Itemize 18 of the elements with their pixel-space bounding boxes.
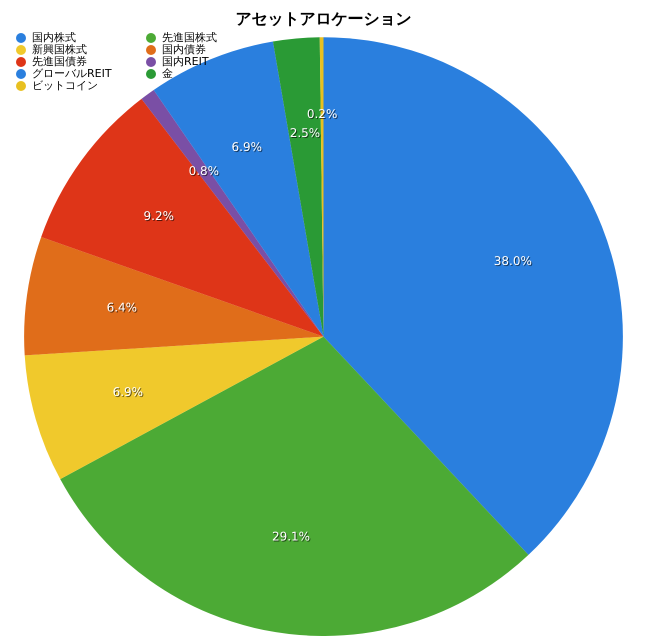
- data-label: 6.4%: [108, 302, 138, 316]
- legend-label: 国内債券: [162, 43, 206, 56]
- data-label: 6.9%: [114, 386, 144, 400]
- data-label: 9.2%: [144, 210, 176, 224]
- legend-label: グローバルREIT: [32, 67, 112, 80]
- data-label: 38.0%: [494, 254, 533, 269]
- data-label: 6.9%: [232, 141, 264, 156]
- legend-label: ビットコイン: [32, 79, 98, 92]
- legend-label: 先進国株式: [162, 31, 217, 44]
- data-label: 2.5%: [290, 126, 322, 141]
- legend-label: 国内REIT: [162, 55, 209, 68]
- legend-label: 金: [162, 67, 173, 80]
- legend-label: 新興国株式: [32, 43, 87, 56]
- legend-label: 先進国債券: [32, 55, 87, 68]
- data-label: 29.1%: [272, 530, 312, 545]
- legend-label: 国内株式: [32, 31, 76, 44]
- data-label: 0.2%: [308, 108, 338, 122]
- chart-title: アセットアロケーション: [236, 8, 412, 28]
